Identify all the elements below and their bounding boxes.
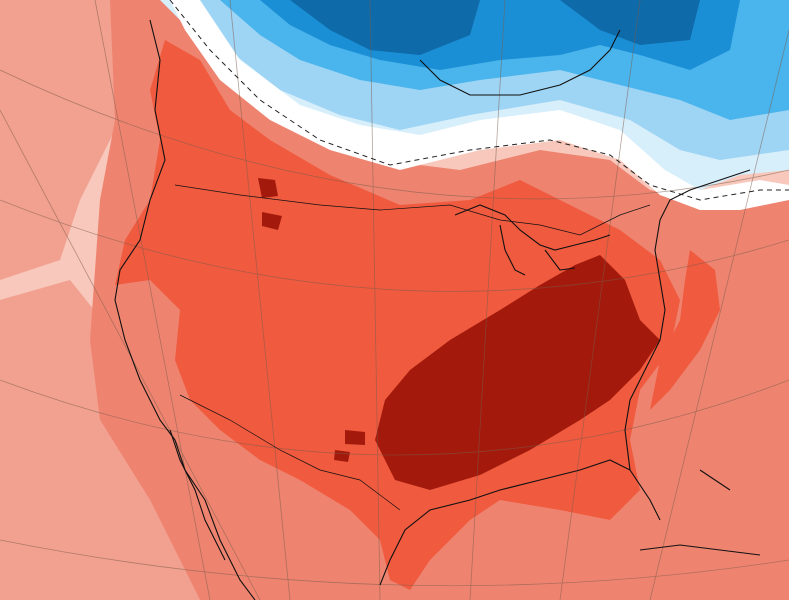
parallel-line — [0, 69, 789, 200]
meridian-line — [369, 0, 381, 600]
hot-zone-atlantic — [650, 250, 720, 410]
east-coast — [624, 169, 751, 471]
west-coast — [114, 19, 256, 600]
meridian-line — [229, 0, 291, 600]
light-warm-zone-pacific — [0, 280, 200, 600]
meridian-line — [469, 0, 506, 600]
very-hot-spot-4 — [334, 450, 350, 462]
parallel-line — [0, 379, 789, 456]
parallel-line — [0, 539, 789, 587]
light-warm-zone-west — [0, 0, 140, 280]
meridian-line — [0, 109, 261, 600]
neutral-band — [170, 0, 789, 210]
us-mexico-border — [179, 394, 401, 511]
parallel-line — [0, 199, 789, 292]
caribbean-islands — [639, 469, 761, 556]
coastlines — [114, 19, 761, 600]
hot-zone-us — [115, 40, 680, 590]
very-cold-zone — [290, 0, 700, 55]
great-lakes — [454, 204, 611, 276]
baja-coast — [169, 429, 226, 561]
meridian-line — [649, 29, 789, 600]
gulf-coast — [379, 459, 661, 586]
very-hot-zone — [375, 255, 660, 490]
hudson-bay-coast — [419, 29, 621, 96]
us-canada-border — [174, 184, 651, 236]
very-hot-spot-2 — [262, 212, 282, 230]
meridian-line — [559, 0, 641, 600]
very-hot-spot-1 — [258, 178, 278, 198]
very-hot-spot-3 — [345, 430, 365, 445]
meridian-line — [94, 0, 211, 600]
